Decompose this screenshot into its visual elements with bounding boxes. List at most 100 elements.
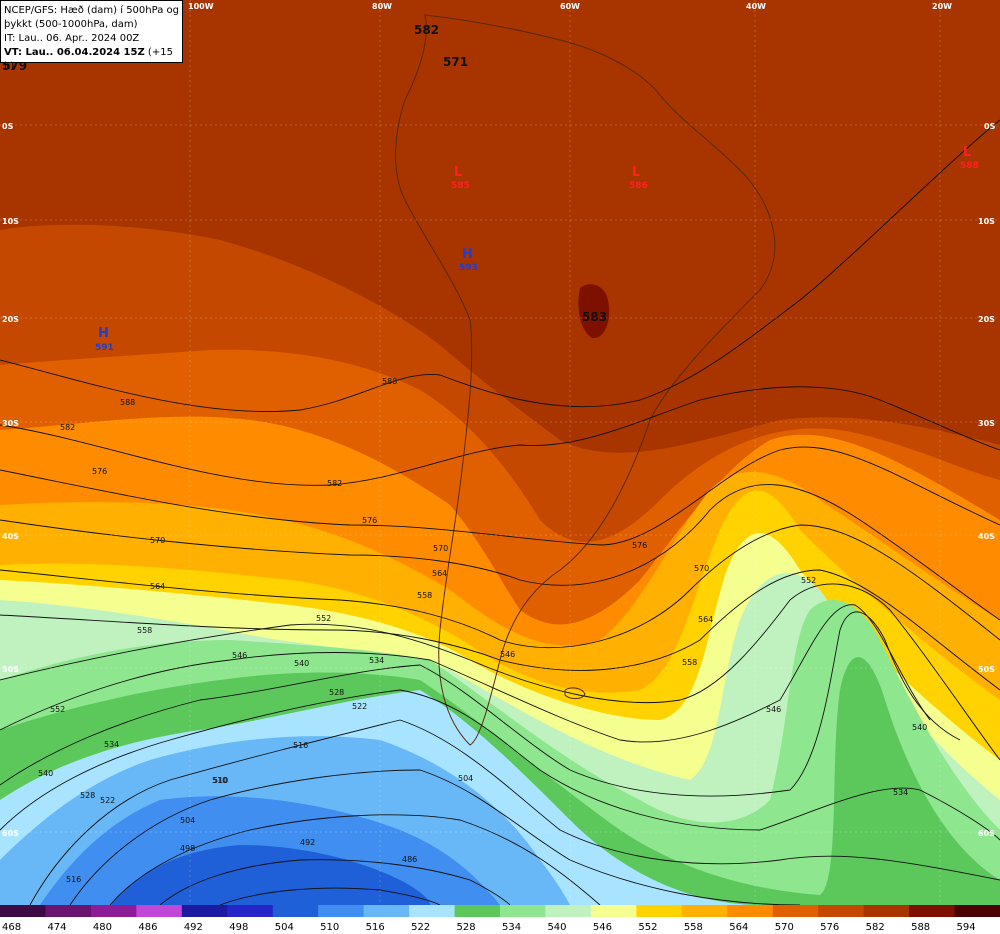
contour-label: 546 xyxy=(232,651,247,660)
contour-504 xyxy=(219,887,441,906)
valid-time-line: VT: Lau.. 06.04.2024 15Z (+15 h) xyxy=(4,46,179,74)
legend-swatch xyxy=(45,905,92,917)
thickness-shading xyxy=(0,0,1000,906)
legend-label: 558 xyxy=(684,922,703,933)
high-center: H 593 xyxy=(459,247,478,273)
legend-swatch xyxy=(227,905,274,917)
legend-swatch xyxy=(181,905,228,917)
color-legend: 468 474 480 486 492 498 504 510 516 522 528 534 540 5… xyxy=(0,905,1000,934)
legend-swatch xyxy=(0,905,46,917)
lat-label: 40S xyxy=(2,532,19,541)
contour-label: 540 xyxy=(38,769,53,778)
contour-label: 546 xyxy=(766,705,781,714)
legend-swatch xyxy=(363,905,410,917)
legend-label: 474 xyxy=(47,922,66,933)
legend-swatch xyxy=(636,905,683,917)
legend-label: 498 xyxy=(229,922,248,933)
lon-label: 60W xyxy=(560,2,580,11)
legend-swatch xyxy=(136,905,183,917)
contour-564 xyxy=(0,524,1000,649)
valid-offset: (+15 h) xyxy=(4,47,173,72)
contour-label: 552 xyxy=(50,705,65,714)
contour-516 xyxy=(109,814,601,906)
legend-label: 522 xyxy=(411,922,430,933)
info-box: NCEP/GFS: Hæð (dam) í 500hPa og þykkt (5… xyxy=(0,0,183,72)
model-title-line2: þykkt (500-1000hPa, dam) xyxy=(4,19,138,30)
legend-swatch xyxy=(954,905,1000,917)
contour-534 xyxy=(0,689,1000,841)
contour-label: 570 xyxy=(150,536,165,545)
big-label: 582 xyxy=(414,23,439,37)
contour-label: 486 xyxy=(402,855,417,864)
contour-label: 570 xyxy=(433,544,448,553)
lat-label: 30S xyxy=(978,419,995,428)
contour-label: 504 xyxy=(180,816,195,825)
contour-label: 534 xyxy=(104,740,119,749)
contour-label: 588 xyxy=(382,377,397,386)
legend-label: 546 xyxy=(593,922,612,933)
falklands xyxy=(564,687,586,700)
contour-labels: 588 582 576 570 564 558 552 546 540 534 … xyxy=(38,377,927,884)
contour-label: 522 xyxy=(352,702,367,711)
low-center: L 585 xyxy=(451,165,470,191)
contour-label: 582 xyxy=(327,479,342,488)
low-value: 588 xyxy=(960,161,979,171)
legend-label: 552 xyxy=(638,922,657,933)
contour-510 xyxy=(159,859,511,906)
lon-label: 20W xyxy=(932,2,952,11)
legend-label: 564 xyxy=(729,922,748,933)
contour-label: 510 xyxy=(213,776,228,785)
legend-swatch xyxy=(772,905,819,917)
graticule xyxy=(0,0,1000,905)
lat-label: 60S xyxy=(2,829,19,838)
latitude-labels-right: 0S 10S 20S 30S 40S 50S 60S xyxy=(978,122,996,838)
low-letter: L xyxy=(454,165,462,180)
high-letter: H xyxy=(98,326,109,341)
low-letter: L xyxy=(963,145,971,160)
lat-label: 10S xyxy=(978,217,995,226)
contour-label: 522 xyxy=(100,796,115,805)
contour-label: 552 xyxy=(316,614,331,623)
legend-label: 570 xyxy=(775,922,794,933)
contour-label: 576 xyxy=(362,516,377,525)
contour-label: 540 xyxy=(912,723,927,732)
lat-label: 0S xyxy=(2,122,14,131)
legend-label-strip xyxy=(0,917,1000,934)
legend-label: 540 xyxy=(547,922,566,933)
legend-label: 582 xyxy=(866,922,885,933)
contour-588 xyxy=(0,119,1000,413)
contour-522 xyxy=(69,769,801,906)
south-america-coast xyxy=(395,14,776,746)
legend-label: 594 xyxy=(957,922,976,933)
model-title-line1: NCEP/GFS: Hæð (dam) í 500hPa og xyxy=(4,5,179,16)
lat-label: 20S xyxy=(978,315,995,324)
contour-label: 492 xyxy=(300,838,315,847)
legend-swatch xyxy=(863,905,910,917)
band-583-peak xyxy=(578,284,610,339)
contour-576 xyxy=(0,446,1000,546)
lon-label: 100W xyxy=(188,2,214,11)
low-letter: L xyxy=(632,165,640,180)
contour-label: 516 xyxy=(66,875,81,884)
contour-label: 546 xyxy=(500,650,515,659)
contour-552 xyxy=(0,583,1000,761)
legend-label: 534 xyxy=(502,922,521,933)
contour-label: 528 xyxy=(80,791,95,800)
contour-label: 558 xyxy=(682,658,697,667)
low-value: 585 xyxy=(451,181,470,191)
lat-label: 0S xyxy=(984,122,996,131)
legend-swatch xyxy=(909,905,956,917)
contour-570 xyxy=(0,484,1000,621)
contour-582 xyxy=(0,386,1000,486)
contour-label: 540 xyxy=(294,659,309,668)
legend-label: 576 xyxy=(820,922,839,933)
legend-label: 486 xyxy=(138,922,157,933)
contour-label: 510 xyxy=(212,776,227,785)
legend-swatch xyxy=(90,905,137,917)
high-value: 593 xyxy=(459,263,478,273)
lat-label: 50S xyxy=(2,665,19,674)
legend-swatch xyxy=(818,905,865,917)
contour-label: 582 xyxy=(60,423,75,432)
